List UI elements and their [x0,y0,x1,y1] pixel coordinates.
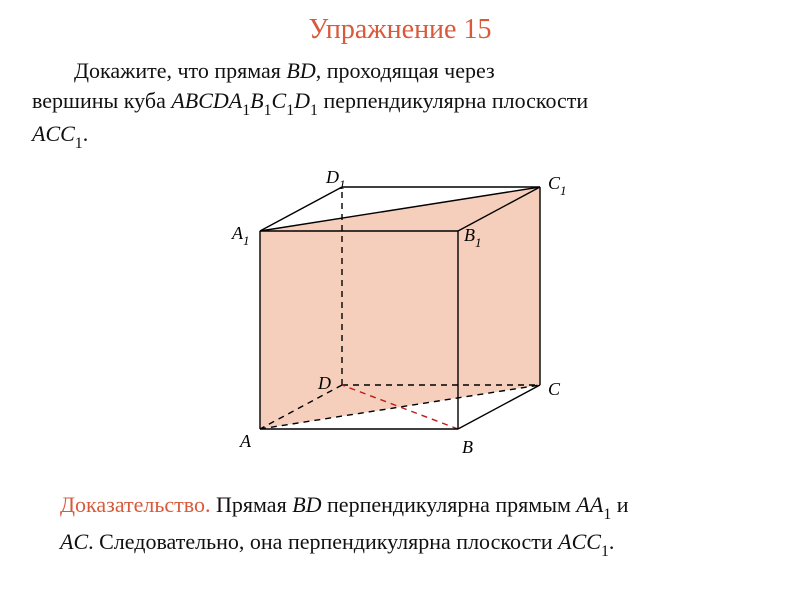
problem-text: . [83,121,89,146]
sub: 1 [264,102,272,119]
cube-name: ABCDA [171,88,242,113]
sub: 1 [242,102,250,119]
label-D1: D1 [326,167,345,192]
proof-text: Прямая [211,492,293,517]
cube-name: D [294,88,310,113]
sub: 1 [603,506,611,523]
proof-text: перпендикулярна прямым [322,492,577,517]
proof-block: Доказательство. Прямая BD перпендикулярн… [60,489,740,562]
cube-name: B [250,88,263,113]
proof-aa: AA [576,492,603,517]
cube-figure: A B C D A1 B1 C1 D1 [210,159,590,479]
label-B: B [462,437,473,458]
proof-acc: ACC [558,529,601,554]
cube-name: C [272,88,287,113]
label-A1: A1 [232,223,249,248]
sub: 1 [75,135,83,152]
proof-text: и [611,492,628,517]
proof-bd: BD [292,492,321,517]
problem-text: , проходящая через [316,58,495,83]
sub: 1 [286,102,294,119]
proof-ac: AC [60,529,88,554]
exercise-title: Упражнение 15 [0,14,800,46]
proof-lead: Доказательство. [60,492,211,517]
label-D: D [318,373,331,394]
problem-text: вершины куба [32,88,171,113]
problem-bd: BD [286,58,315,83]
proof-text: . [609,529,615,554]
problem-text: перпендикулярна плоскости [318,88,588,113]
label-B1: B1 [464,225,481,250]
problem-text: Докажите, что прямая [74,58,286,83]
label-C1: C1 [548,173,567,198]
label-C: C [548,379,560,400]
problem-statement: Докажите, что прямая BD, проходящая чере… [32,56,768,153]
sub: 1 [601,543,609,560]
label-A: A [240,431,251,452]
sub: 1 [310,102,318,119]
cube-svg [210,159,590,479]
plane-name: ACC [32,121,75,146]
proof-text: . Следовательно, она перпендикулярна пло… [88,529,558,554]
